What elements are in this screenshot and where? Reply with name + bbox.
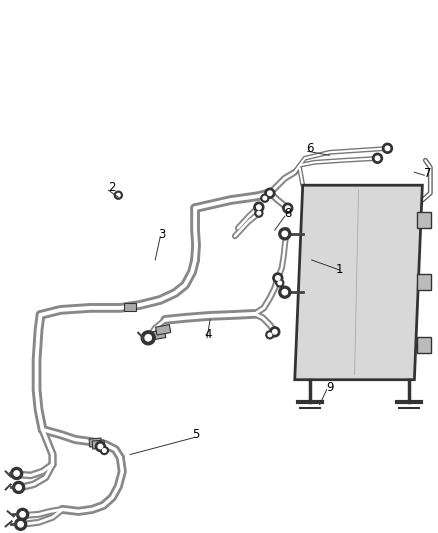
- Text: 6: 6: [306, 142, 314, 155]
- Circle shape: [268, 333, 272, 337]
- Circle shape: [14, 518, 27, 530]
- Bar: [89, 438, 102, 447]
- Circle shape: [257, 205, 261, 209]
- Circle shape: [283, 203, 293, 213]
- Circle shape: [17, 508, 28, 520]
- Text: 3: 3: [159, 228, 166, 240]
- Text: 4: 4: [204, 328, 212, 341]
- Circle shape: [18, 522, 23, 527]
- Circle shape: [375, 156, 380, 160]
- Circle shape: [266, 331, 274, 339]
- Circle shape: [276, 279, 284, 287]
- Circle shape: [117, 193, 120, 197]
- Circle shape: [279, 286, 291, 298]
- Bar: [417, 337, 431, 353]
- Circle shape: [254, 202, 264, 212]
- Circle shape: [141, 331, 155, 345]
- Bar: [124, 303, 136, 311]
- Circle shape: [382, 143, 392, 154]
- Circle shape: [270, 327, 280, 337]
- Bar: [417, 212, 431, 228]
- Circle shape: [263, 196, 267, 200]
- Circle shape: [276, 276, 280, 280]
- Circle shape: [102, 449, 106, 453]
- Circle shape: [13, 481, 25, 494]
- Bar: [92, 440, 105, 449]
- Circle shape: [278, 281, 282, 285]
- Circle shape: [95, 441, 106, 451]
- Circle shape: [282, 231, 287, 237]
- Text: 5: 5: [192, 428, 200, 441]
- Text: 9: 9: [326, 381, 333, 394]
- Circle shape: [268, 191, 272, 196]
- Circle shape: [100, 447, 108, 455]
- Bar: [417, 274, 431, 290]
- Circle shape: [114, 191, 122, 199]
- Polygon shape: [295, 185, 422, 379]
- Circle shape: [272, 329, 277, 334]
- Circle shape: [255, 209, 263, 217]
- Text: 2: 2: [109, 181, 116, 193]
- Circle shape: [98, 445, 102, 449]
- Circle shape: [273, 273, 283, 283]
- Text: 1: 1: [336, 263, 343, 277]
- Circle shape: [20, 512, 25, 517]
- Bar: [155, 325, 171, 335]
- Text: 8: 8: [284, 207, 291, 220]
- Circle shape: [145, 335, 152, 341]
- Circle shape: [265, 188, 275, 198]
- Text: 7: 7: [424, 167, 431, 180]
- Circle shape: [385, 146, 390, 150]
- Circle shape: [286, 206, 290, 211]
- Circle shape: [372, 154, 382, 163]
- Bar: [151, 330, 166, 340]
- Circle shape: [279, 228, 291, 240]
- Circle shape: [257, 212, 261, 215]
- Circle shape: [14, 471, 19, 476]
- Circle shape: [282, 289, 287, 295]
- Circle shape: [261, 194, 269, 202]
- Circle shape: [16, 484, 21, 490]
- Circle shape: [11, 467, 23, 480]
